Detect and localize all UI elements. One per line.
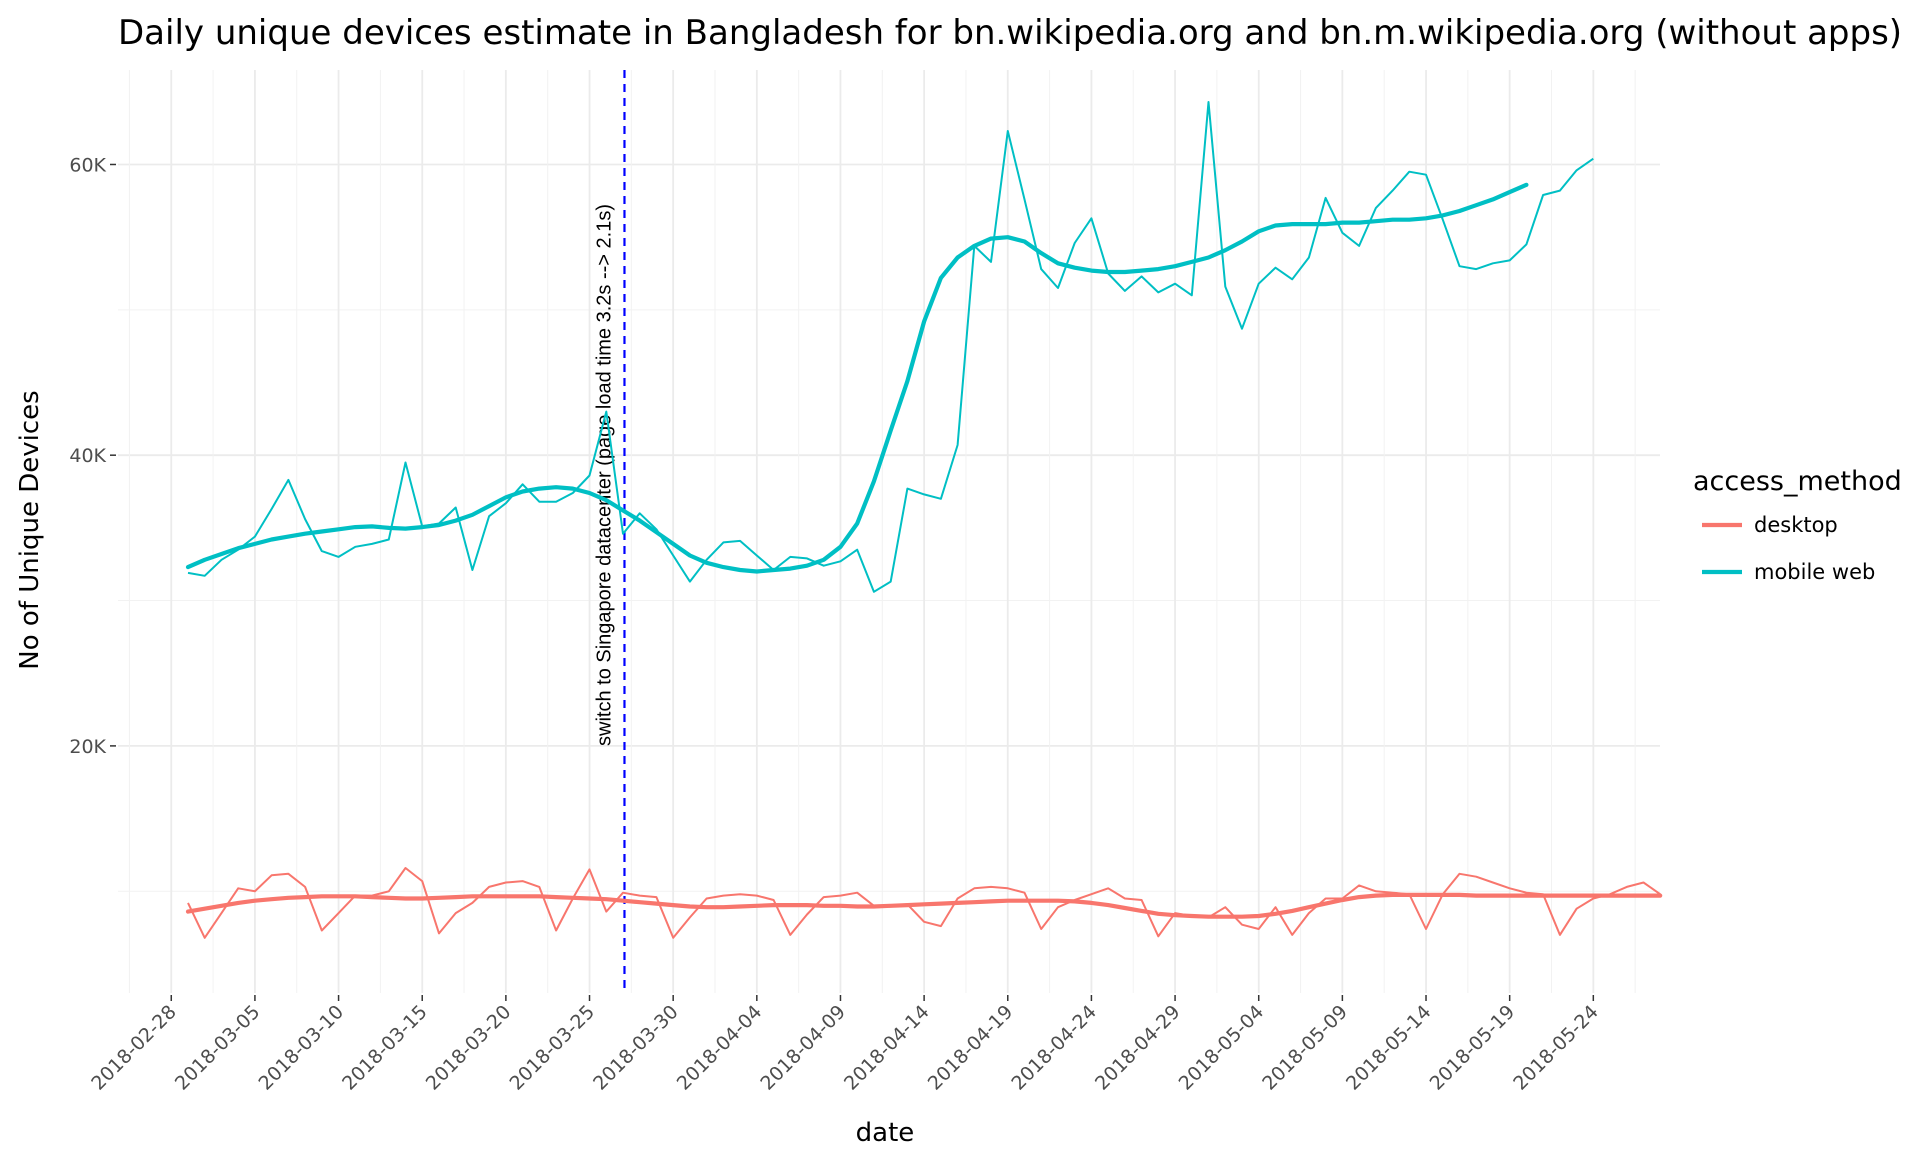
x-tick-label: 2018-05-19 <box>1426 1001 1520 1095</box>
x-tick-label: 2018-03-05 <box>171 1001 265 1095</box>
x-tick-label: 2018-03-20 <box>422 1001 516 1095</box>
y-tick-label: 60K <box>69 154 106 176</box>
x-tick-label: 2018-04-29 <box>1091 1001 1185 1095</box>
legend-label-mobile-web: mobile web <box>1754 560 1875 584</box>
x-axis-title: date <box>856 1118 915 1148</box>
x-tick-label: 2018-03-10 <box>254 1001 348 1095</box>
x-tick-label: 2018-02-28 <box>87 1001 181 1095</box>
y-axis-title: No of Unique Devices <box>15 390 45 669</box>
legend: access_method desktop mobile web <box>1693 466 1902 584</box>
smooth-line-desktop <box>185 892 1663 919</box>
series-line-mobile-web <box>187 101 1594 593</box>
x-tick-label: 2018-03-30 <box>589 1001 683 1095</box>
series-layer <box>185 101 1663 939</box>
x-tick-label: 2018-05-09 <box>1258 1001 1352 1095</box>
legend-title: access_method <box>1693 466 1902 497</box>
x-tick-label: 2018-05-04 <box>1175 1001 1269 1095</box>
y-tick-label: 20K <box>69 736 106 758</box>
x-tick-label: 2018-05-24 <box>1509 1001 1603 1095</box>
annotation-group: switch to Singapore datacenter (page loa… <box>593 70 626 993</box>
smooth-line-mobile-web <box>185 182 1529 574</box>
chart-title: Daily unique devices estimate in Banglad… <box>118 13 1902 53</box>
x-tick-label: 2018-03-25 <box>505 1001 599 1095</box>
grid <box>118 70 1660 993</box>
x-tick-label: 2018-04-19 <box>924 1001 1018 1095</box>
series-line-desktop <box>187 867 1661 939</box>
x-tick-label: 2018-03-15 <box>338 1001 432 1095</box>
x-axis: 2018-02-282018-03-052018-03-102018-03-15… <box>87 995 1603 1095</box>
annotation-label: switch to Singapore datacenter (page loa… <box>593 204 615 746</box>
legend-label-desktop: desktop <box>1754 513 1838 537</box>
x-tick-label: 2018-04-24 <box>1007 1001 1101 1095</box>
x-tick-label: 2018-04-04 <box>673 1001 767 1095</box>
y-tick-label: 40K <box>69 445 106 467</box>
x-tick-label: 2018-05-14 <box>1342 1001 1436 1095</box>
x-tick-label: 2018-04-09 <box>756 1001 850 1095</box>
x-tick-label: 2018-04-14 <box>840 1001 934 1095</box>
y-axis: 20K 40K 60K <box>69 154 116 758</box>
